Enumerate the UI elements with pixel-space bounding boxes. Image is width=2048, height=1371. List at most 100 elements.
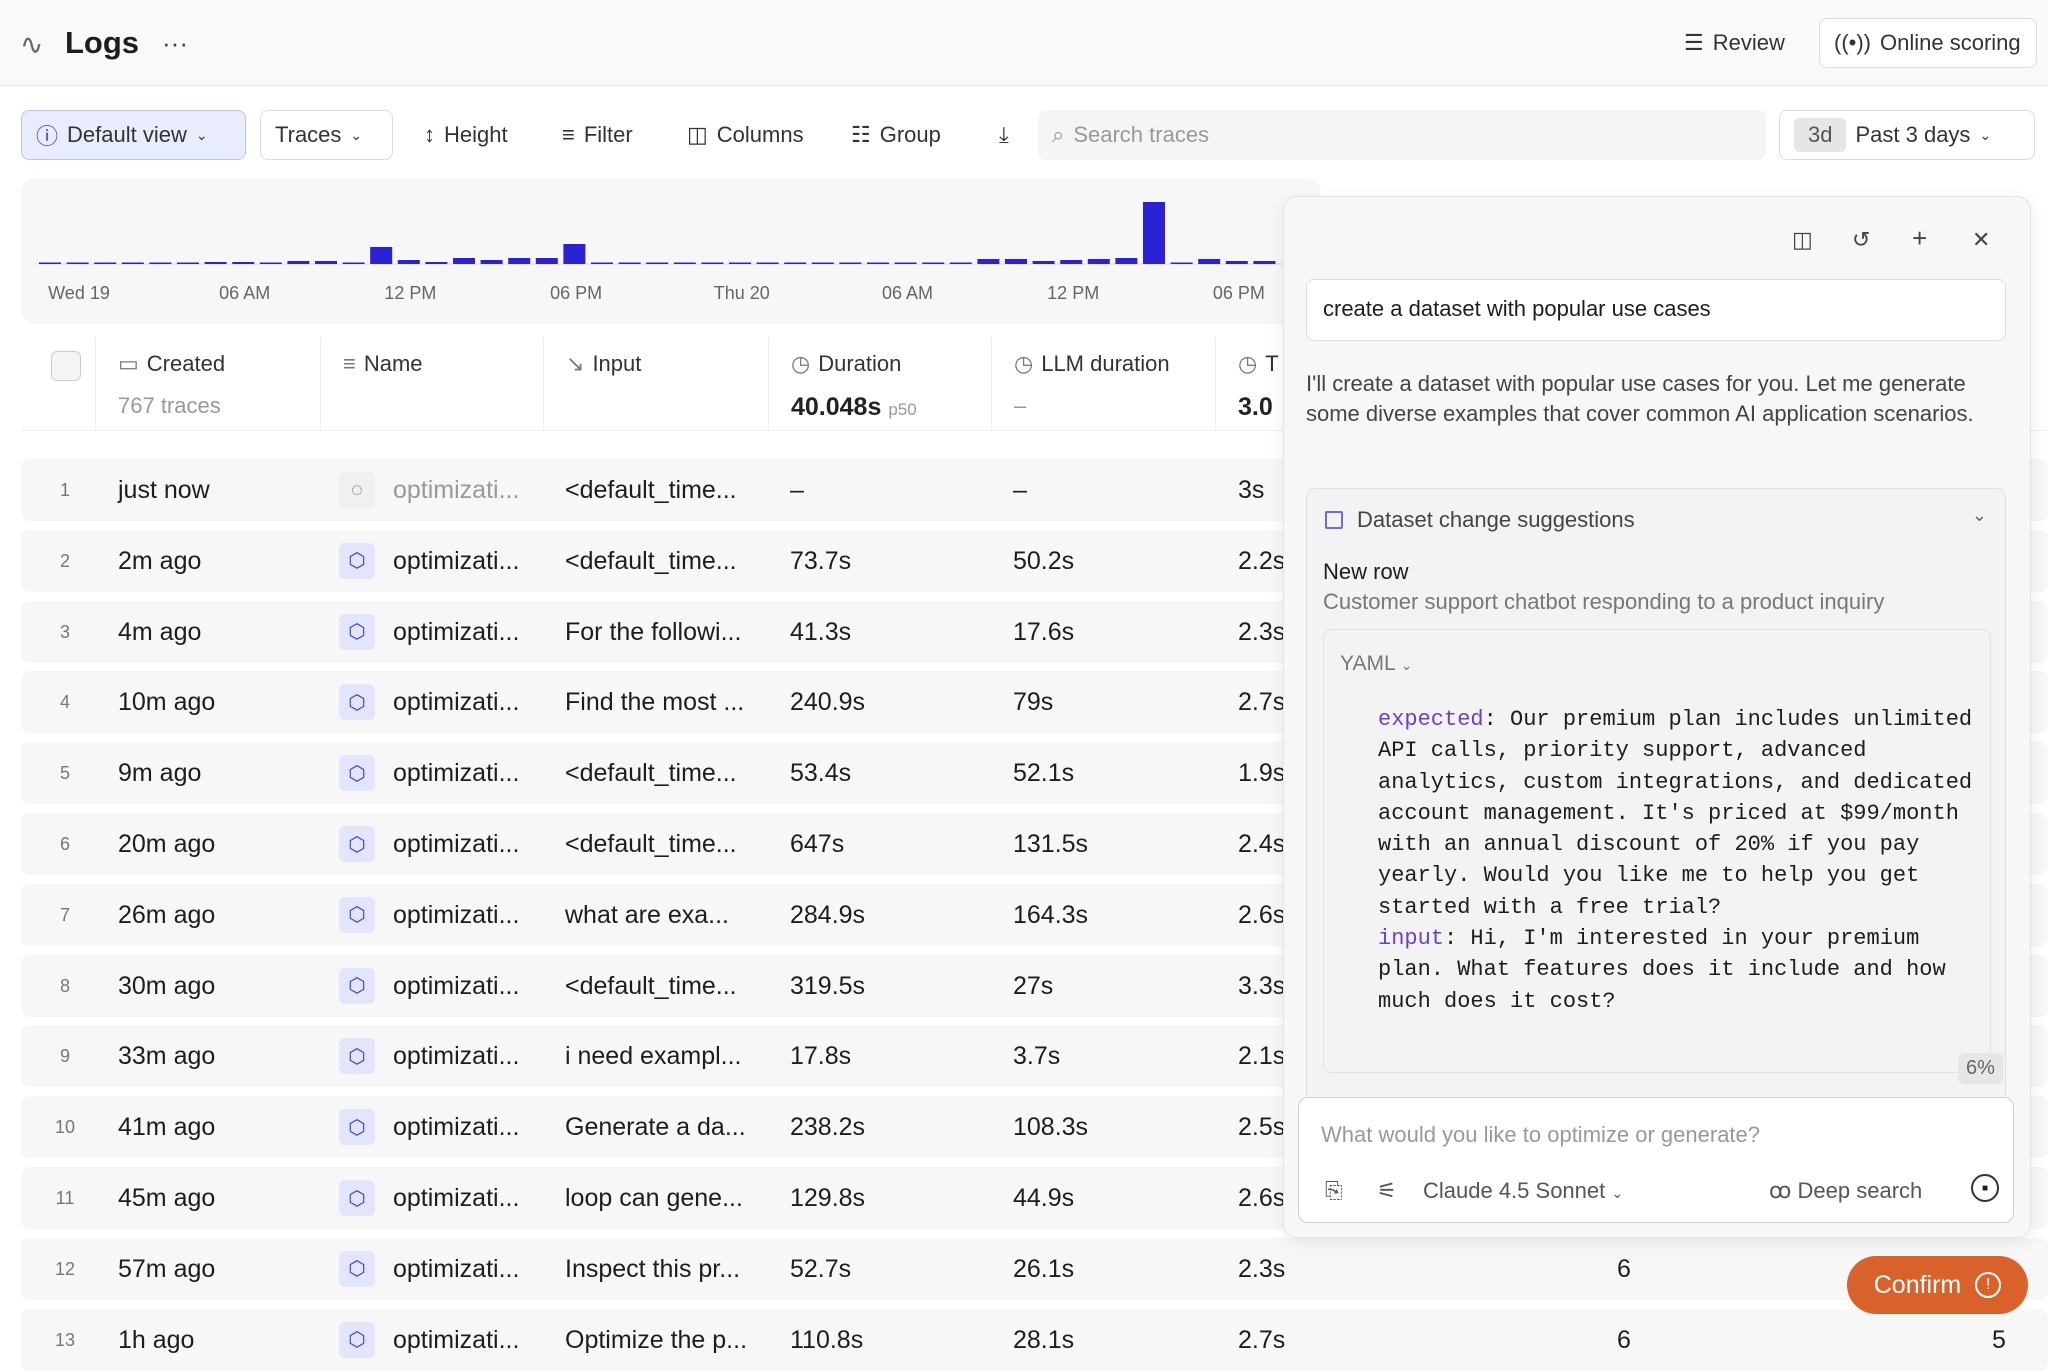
column-header[interactable]: ≡ Name <box>320 337 543 431</box>
row-number: 13 <box>54 1329 76 1350</box>
histogram-bar[interactable] <box>39 262 61 265</box>
histogram-bar[interactable] <box>756 262 779 265</box>
input-cell: Generate a da... <box>565 1113 746 1142</box>
duration-cell: 319.5s <box>790 971 866 1000</box>
table-row[interactable]: 12 57m ago ⬡ optimizati... Inspect this pr..… <box>21 1237 2048 1300</box>
format-select[interactable]: YAML ⌄ <box>1340 652 1413 675</box>
histogram-bar[interactable] <box>563 244 586 264</box>
model-select[interactable]: Claude 4.5 Sonnet ⌄ <box>1423 1178 1624 1203</box>
histogram-bar[interactable] <box>508 258 531 264</box>
height-button[interactable]: ↕ Height <box>424 122 508 147</box>
histogram-bar[interactable] <box>729 262 751 265</box>
settings-sliders-icon[interactable]: ⚟ <box>1377 1178 1397 1203</box>
name-cell: optimizati... <box>393 617 520 646</box>
histogram-bar[interactable] <box>894 262 917 265</box>
histogram-bar[interactable] <box>1198 259 1221 264</box>
histogram-bar[interactable] <box>977 259 1000 264</box>
group-button[interactable]: ☷ Group <box>851 122 941 147</box>
histogram-bar[interactable] <box>1225 261 1248 264</box>
histogram-bar[interactable] <box>811 262 834 265</box>
histogram-bar[interactable] <box>94 262 117 265</box>
traces-select[interactable]: Traces ⌄ <box>260 110 393 160</box>
column-header[interactable]: ↘ Input <box>543 337 768 431</box>
histogram-bar[interactable] <box>673 262 696 265</box>
histogram-bar[interactable] <box>1143 202 1165 264</box>
histogram-bar[interactable] <box>922 262 945 265</box>
histogram-bar[interactable] <box>591 262 613 265</box>
date-range-select[interactable]: 3d Past 3 days ⌄ <box>1779 110 2035 160</box>
llm-duration-cell: 164.3s <box>1013 900 1089 929</box>
chevron-down-icon[interactable]: ⌄ <box>1971 505 1987 525</box>
histogram-bar[interactable] <box>618 262 641 265</box>
loading-icon: ◌ <box>339 472 375 508</box>
columns-button[interactable]: ◫ Columns <box>687 122 804 147</box>
column-header[interactable]: ▭ Created 767 traces <box>95 337 320 431</box>
histogram-bar[interactable] <box>535 258 558 264</box>
composer-input[interactable]: What would you like to optimize or gener… <box>1321 1122 1761 1147</box>
histogram-bar[interactable] <box>453 258 475 264</box>
column-header[interactable]: ◷ T 3.0 <box>1215 337 1415 431</box>
histogram-bar[interactable] <box>370 247 393 264</box>
download-button[interactable]: ⤓ <box>985 110 1023 160</box>
histogram-bar[interactable] <box>839 262 862 265</box>
name-cell: optimizati... <box>393 1325 520 1354</box>
x-tick-label: 06 AM <box>219 283 271 303</box>
column-header[interactable]: ◷ Duration 40.048s p50 <box>768 337 991 431</box>
histogram-bar[interactable] <box>784 262 807 265</box>
deep-search-toggle[interactable]: ꝏ Deep search <box>1769 1178 1923 1203</box>
sidebar-toggle-icon[interactable]: ◫ <box>1792 227 1813 252</box>
duration-cell: – <box>790 476 804 504</box>
histogram-bar[interactable] <box>480 260 503 264</box>
histogram-bar[interactable] <box>66 262 89 265</box>
histogram-bar[interactable] <box>287 261 310 264</box>
close-icon[interactable]: ✕ <box>1972 227 1991 252</box>
histogram-bar[interactable] <box>949 262 972 265</box>
histogram-bar[interactable] <box>701 262 724 265</box>
activity-icon: ∿ <box>20 29 44 60</box>
table-row[interactable]: 13 1h ago ⬡ optimizati... Optimize the p... 1… <box>21 1308 2048 1371</box>
histogram-bar[interactable] <box>646 262 669 265</box>
row-number: 8 <box>59 975 71 996</box>
histogram-bar[interactable] <box>177 262 199 265</box>
cube-icon: ⬡ <box>339 896 375 933</box>
history-icon[interactable]: ↺ <box>1852 227 1871 252</box>
online-scoring-button[interactable]: ((•)) Online scoring <box>1819 18 2037 68</box>
histogram-bar[interactable] <box>121 262 144 265</box>
histogram-bar[interactable] <box>397 260 420 264</box>
review-button[interactable]: ☰ Review <box>1684 30 1785 55</box>
input-cell: <default_time... <box>565 546 737 575</box>
histogram-bar[interactable] <box>259 262 282 265</box>
histogram-bar[interactable] <box>1170 262 1193 265</box>
histogram-bar[interactable] <box>342 262 365 265</box>
histogram-bar[interactable] <box>1032 261 1055 264</box>
duration-cell: 73.7s <box>790 546 852 575</box>
new-chat-icon[interactable]: + <box>1912 223 1928 253</box>
histogram-bar[interactable] <box>315 261 337 264</box>
histogram-bar[interactable] <box>1005 259 1027 264</box>
input-cell: i need exampl... <box>565 1042 742 1071</box>
histogram-bar[interactable] <box>425 262 448 264</box>
stop-icon[interactable]: ■ <box>1971 1174 1999 1202</box>
histogram-bar[interactable] <box>1087 259 1110 264</box>
histogram-bar[interactable] <box>232 262 255 264</box>
confirm-button[interactable]: Confirm! <box>1847 1256 2028 1314</box>
histogram-bar[interactable] <box>1253 261 1276 264</box>
more-options-icon[interactable]: ··· <box>162 28 188 58</box>
attach-file-icon[interactable]: ⎘ <box>1325 1178 1343 1203</box>
x-tick-label: 12 PM <box>384 283 437 303</box>
time-cell: 1.9s <box>1238 759 1286 788</box>
info-icon: ⓘ <box>36 124 59 149</box>
x-tick-label: Wed 19 <box>48 283 110 303</box>
suggestion-header[interactable]: Dataset change suggestions <box>1325 507 1635 533</box>
default-view-select[interactable]: ⓘ Default view ⌄ <box>21 110 246 160</box>
columns-icon: ◫ <box>687 122 708 147</box>
histogram-bar[interactable] <box>1060 260 1083 264</box>
histogram-bar[interactable] <box>149 262 172 265</box>
histogram-bar[interactable] <box>1115 258 1138 264</box>
histogram-bar[interactable] <box>204 262 227 264</box>
search-input[interactable]: ⌕ Search traces <box>1038 110 1766 160</box>
filter-button[interactable]: ≡ Filter <box>562 122 633 147</box>
select-all-checkbox[interactable] <box>51 351 81 381</box>
histogram-bar[interactable] <box>867 262 889 265</box>
column-header[interactable]: ◷ LLM duration – <box>991 337 1215 431</box>
